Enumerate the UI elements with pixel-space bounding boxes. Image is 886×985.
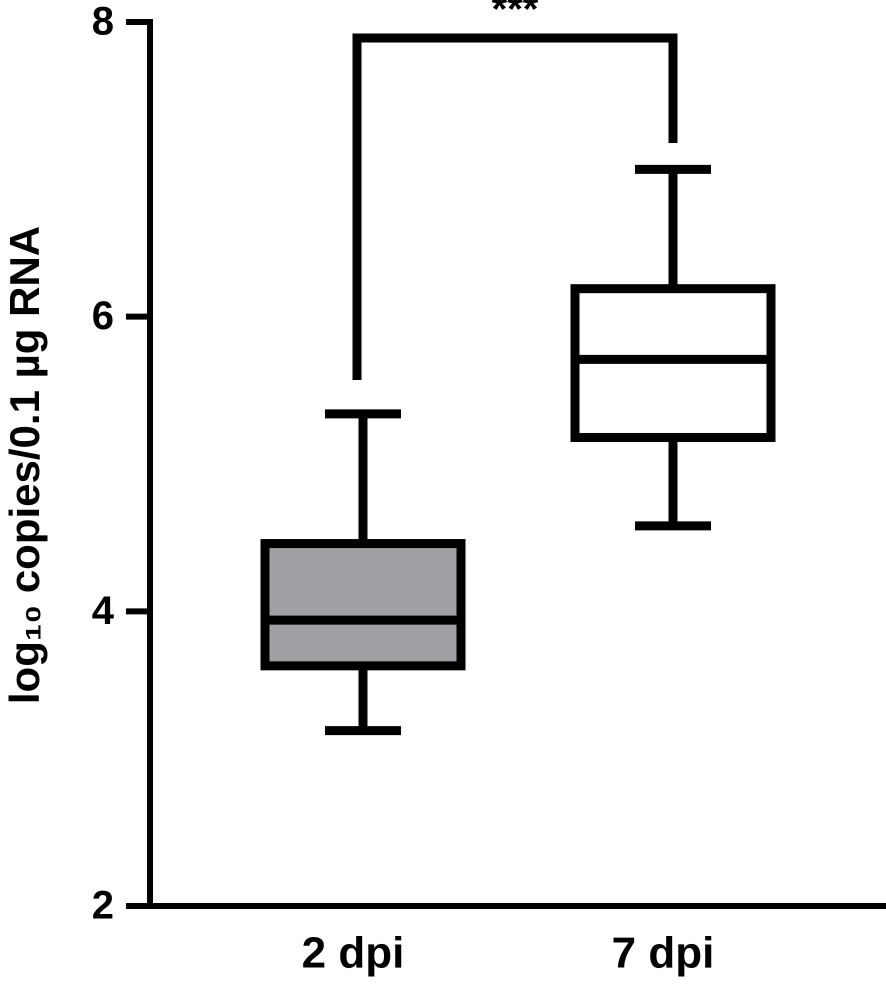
y-tick-label: 2 xyxy=(92,884,114,928)
y-tick-label: 4 xyxy=(92,589,115,633)
y-axis-label: log₁₀ copies/0.1 µg RNA xyxy=(1,226,48,704)
y-tick-label: 8 xyxy=(92,0,114,44)
box xyxy=(260,539,466,671)
significance-label: *** xyxy=(492,0,539,32)
y-tick-label: 6 xyxy=(92,294,114,338)
x-tick-label: 2 dpi xyxy=(302,929,405,978)
significance-bracket xyxy=(352,33,678,380)
x-tick-label: 7 dpi xyxy=(612,929,715,978)
